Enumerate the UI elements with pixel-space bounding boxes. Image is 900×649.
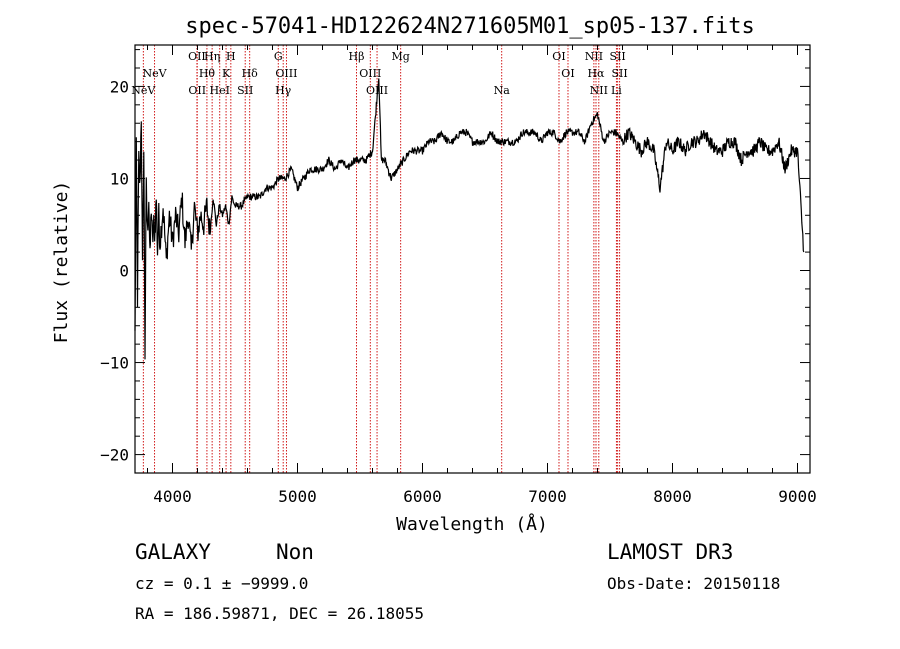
object-class-label: GALAXY <box>135 540 211 564</box>
y-tick-label: −10 <box>100 354 129 373</box>
x-tick-label: 8000 <box>653 487 692 506</box>
y-axis-title: Flux (relative) <box>51 181 72 344</box>
emission-line-label: NII <box>590 84 608 97</box>
emission-line-label: Hβ <box>349 50 365 63</box>
emission-line-label: Hθ <box>199 67 216 80</box>
emission-line-label: K <box>222 67 231 80</box>
emission-line-label: OII <box>188 84 206 97</box>
x-tick-label: 5000 <box>278 487 317 506</box>
emission-line-label: Li <box>611 84 622 97</box>
emission-line-label: Mg <box>392 50 410 63</box>
x-tick-label: 4000 <box>153 487 192 506</box>
observation-date-text: Obs-Date: 20150118 <box>607 574 780 593</box>
x-tick-label: 7000 <box>528 487 567 506</box>
emission-line-label: OIII <box>359 67 381 80</box>
emission-line-label: SII <box>610 50 626 63</box>
emission-line-label: OIII <box>275 67 297 80</box>
emission-line-label: Hη <box>204 50 220 63</box>
y-tick-label: 0 <box>119 262 129 281</box>
emission-line-label: NII <box>585 50 603 63</box>
x-axis-title: Wavelength (Å) <box>396 513 548 535</box>
emission-line-label: OI <box>561 67 574 80</box>
emission-line-label: H <box>226 50 236 63</box>
survey-label: LAMOST DR3 <box>607 540 733 564</box>
plot-frame <box>134 44 811 474</box>
emission-line-label: OI <box>552 50 565 63</box>
chart-title: spec-57041-HD122624N271605M01_sp05-137.f… <box>185 14 755 39</box>
object-subclass-label: Non <box>276 540 314 564</box>
emission-line-label: Hα <box>587 67 605 80</box>
spectrum-series-line <box>134 78 805 360</box>
x-tick-label: 9000 <box>778 487 817 506</box>
emission-line-label: SII <box>612 67 628 80</box>
emission-line-label: HeI <box>210 84 230 97</box>
emission-line-label: G <box>274 50 283 63</box>
emission-line-label: NeV <box>131 84 156 97</box>
redshift-text: cz = 0.1 ± −9999.0 <box>135 574 308 593</box>
y-tick-label: 20 <box>110 77 129 96</box>
emission-line-label: Na <box>494 84 511 97</box>
y-tick-label: −20 <box>100 446 129 465</box>
x-tick-label: 6000 <box>403 487 442 506</box>
x-axis-ticks: 4000 5000 6000 7000 8000 9000 <box>147 45 817 506</box>
emission-line-label: SII <box>237 84 253 97</box>
emission-line-label: Hδ <box>242 67 259 80</box>
y-axis-ticks: −20 −10 0 10 20 <box>100 49 810 465</box>
coordinates-text: RA = 186.59871, DEC = 26.18055 <box>135 604 424 623</box>
y-tick-label: 10 <box>110 169 129 188</box>
emission-line-label: OII <box>188 50 206 63</box>
emission-lines-layer <box>142 45 621 473</box>
emission-line-label: NeV <box>143 67 168 80</box>
emission-line-label: OIII <box>366 84 388 97</box>
emission-line-label: Hγ <box>275 84 292 97</box>
